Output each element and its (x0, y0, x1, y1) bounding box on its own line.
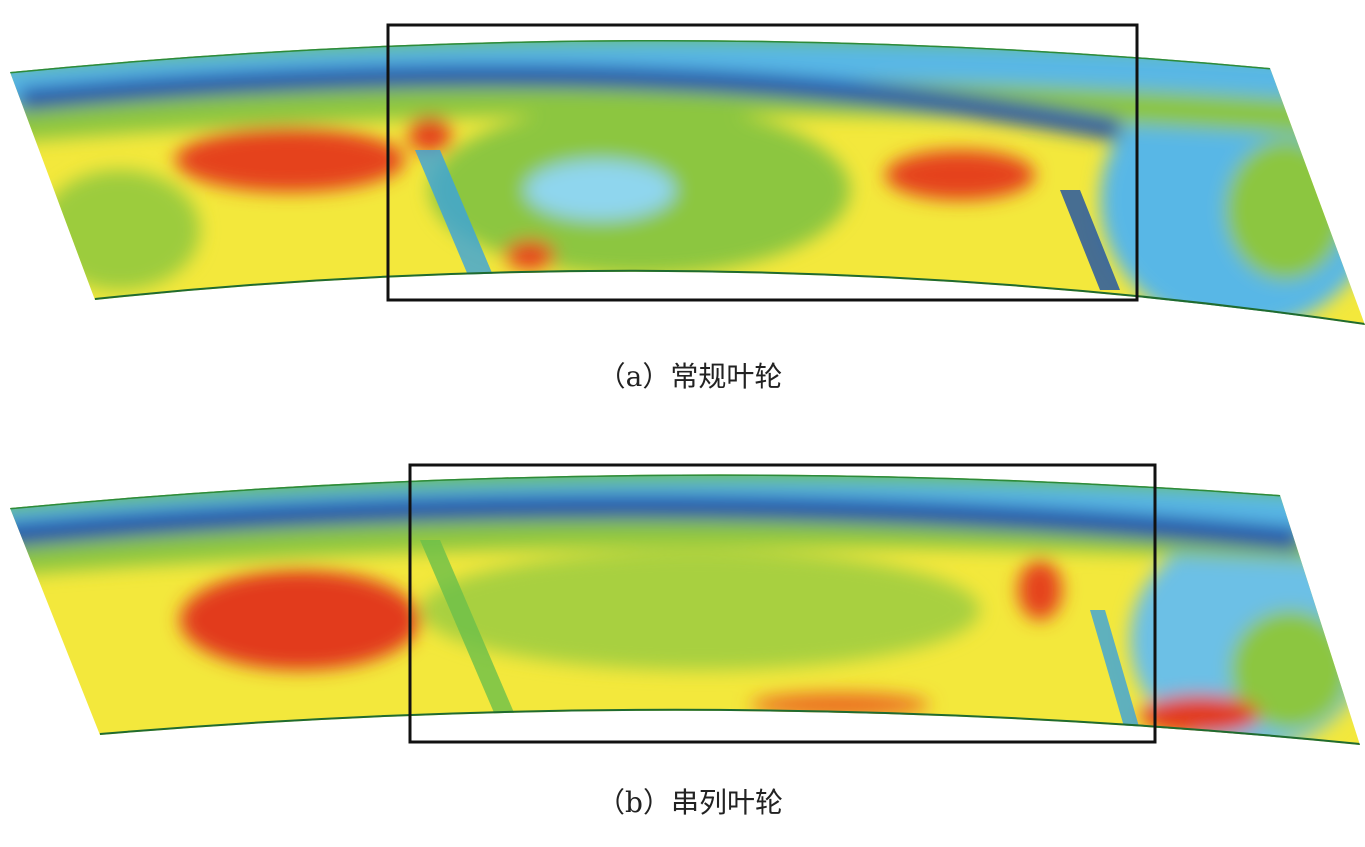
contour-plot-a (10, 23, 1365, 325)
caption: （a）常规叶轮 (598, 360, 783, 393)
caption: （b）串列叶轮 (597, 786, 783, 819)
contour-plot-b (10, 463, 1360, 745)
